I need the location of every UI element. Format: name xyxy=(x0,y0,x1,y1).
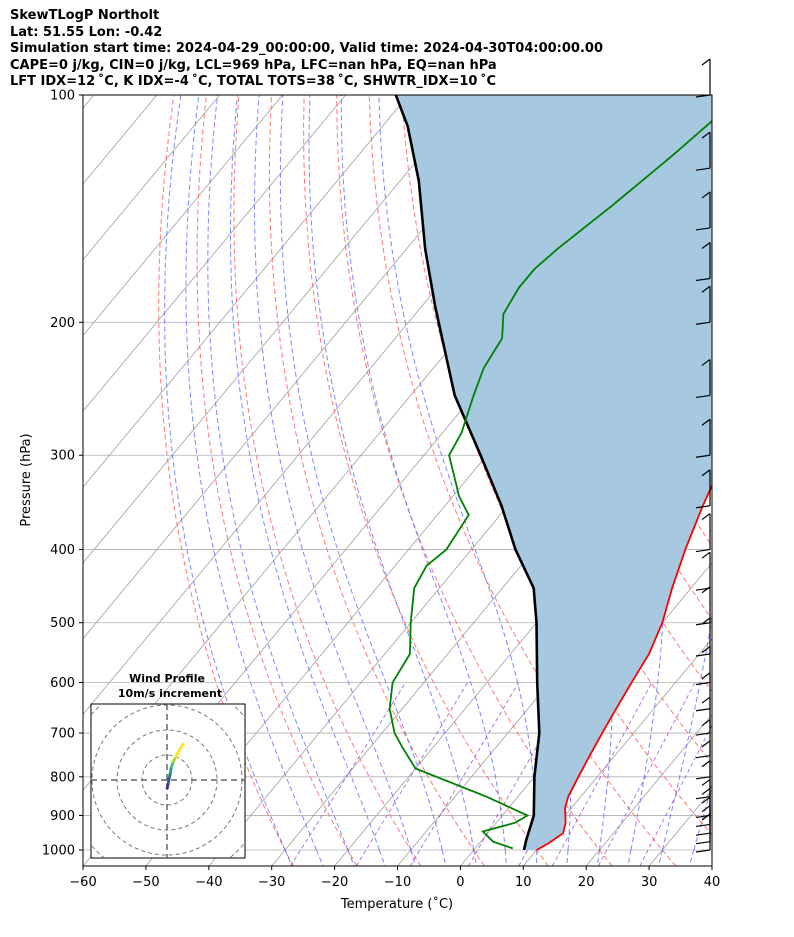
y-tick-label: 900 xyxy=(50,809,75,824)
hodograph-segment xyxy=(167,771,173,778)
hodograph-segment xyxy=(169,762,175,768)
mixing-ratio-line xyxy=(355,682,469,866)
y-tick-label: 200 xyxy=(50,316,75,331)
isotherm-line xyxy=(775,95,794,866)
moist-adiabat-line xyxy=(164,95,293,866)
dry-adiabat-line xyxy=(336,95,613,866)
wind-barb xyxy=(695,285,711,325)
parcel-path-line xyxy=(394,95,541,851)
simulation-time-text: Simulation start time: 2024-04-29_00:00:… xyxy=(10,41,603,56)
dry-adiabat-line xyxy=(368,95,677,866)
moist-adiabat-line xyxy=(378,95,538,866)
dry-adiabat-line xyxy=(158,95,294,866)
x-tick-label: −60 xyxy=(69,875,96,890)
hodograph-title: Wind Profile xyxy=(129,672,205,685)
hodograph-segment xyxy=(166,776,171,784)
x-tick-label: 20 xyxy=(578,875,595,890)
y-tick-label: 800 xyxy=(50,770,75,785)
x-tick-label: −40 xyxy=(195,875,222,890)
wind-barb xyxy=(695,418,711,458)
hodograph-segment xyxy=(180,742,186,748)
wind-barb xyxy=(695,358,711,399)
wind-barb xyxy=(695,242,711,282)
dewpoint-line xyxy=(388,119,712,850)
dry-adiabat-line xyxy=(760,95,794,866)
moist-adiabat-line xyxy=(308,95,477,866)
dry-adiabat-line xyxy=(233,95,422,866)
isotherm-line xyxy=(83,95,221,261)
cape-indices-text: CAPE=0 j/kg, CIN=0 j/kg, LCL=969 hPa, LF… xyxy=(10,57,497,73)
x-tick-label: −50 xyxy=(132,875,159,890)
hodograph-segment xyxy=(171,757,177,764)
temperature-line xyxy=(536,483,712,851)
hodograph-segment xyxy=(174,753,179,759)
dry-adiabat-line xyxy=(303,95,549,866)
y-tick-label: 300 xyxy=(50,449,75,464)
wind-barb xyxy=(695,696,711,736)
isotherm-line xyxy=(397,486,712,866)
wind-barb xyxy=(695,551,711,591)
hodograph-segment xyxy=(169,767,173,773)
wind-barb xyxy=(695,740,711,780)
y-axis-label: Pressure (hPa) xyxy=(19,433,34,526)
x-tick-label: −30 xyxy=(258,875,285,890)
isotherm-line xyxy=(83,95,283,337)
hodograph-segment xyxy=(175,749,181,755)
x-tick-label: 40 xyxy=(704,875,721,890)
wind-barb xyxy=(695,617,711,657)
moist-adiabat-line xyxy=(688,782,712,866)
cape-cin-shading xyxy=(395,95,712,850)
x-tick-label: 30 xyxy=(641,875,658,890)
x-tick-label: 10 xyxy=(515,875,532,890)
moist-adiabat-line xyxy=(253,95,416,866)
chart-title: SkewTLogP Northolt xyxy=(10,8,160,23)
location-text: Lat: 51.55 Lon: -0.42 xyxy=(10,24,163,40)
chart-title-block: SkewTLogP Northolt Lat: 51.55 Lon: -0.42… xyxy=(10,8,603,91)
isotherm-line xyxy=(83,95,95,109)
moist-adiabat-line xyxy=(720,95,794,866)
y-tick-label: 500 xyxy=(50,616,75,631)
isotherm-line xyxy=(585,713,712,866)
mixing-ratio-line xyxy=(639,723,712,866)
moist-adiabat-line xyxy=(185,95,324,866)
hodograph-subtitle: 10m/s increment xyxy=(118,687,222,700)
x-tick-label: 0 xyxy=(456,875,464,890)
x-tick-label: −10 xyxy=(384,875,411,890)
isotherm-line xyxy=(83,95,472,564)
wind-barb xyxy=(695,191,711,231)
moist-adiabat-line xyxy=(340,95,507,866)
y-tick-label: 600 xyxy=(50,676,75,691)
wind-barb xyxy=(695,513,711,553)
hodograph-segment xyxy=(177,746,183,752)
wind-barb xyxy=(695,469,711,509)
dry-adiabat-line xyxy=(268,95,485,866)
x-tick-label: −20 xyxy=(321,875,348,890)
moist-adiabat-line xyxy=(279,95,447,866)
y-tick-label: 700 xyxy=(50,727,75,742)
isotherm-line xyxy=(711,865,712,866)
wind-barb xyxy=(695,586,711,626)
dry-adiabat-line xyxy=(196,95,358,866)
mixing-ratio-line xyxy=(410,682,519,866)
isotherm-line xyxy=(83,95,346,412)
hodograph-segment xyxy=(165,782,170,790)
isotherm-line xyxy=(83,95,409,488)
y-tick-label: 1000 xyxy=(42,844,75,859)
x-axis-label: Temperature (˚C) xyxy=(340,896,453,912)
dry-adiabat-line xyxy=(727,95,794,866)
moist-adiabat-line xyxy=(207,95,355,866)
wind-barb xyxy=(695,131,711,171)
wind-barb xyxy=(695,58,711,98)
stability-indices-text: LFT IDX=12 ˚C, K IDX=-4 ˚C, TOTAL TOTS=3… xyxy=(10,74,497,89)
moist-adiabat-line xyxy=(230,95,386,866)
mixing-ratio-line xyxy=(290,682,406,866)
y-tick-label: 400 xyxy=(50,543,75,558)
y-tick-label: 100 xyxy=(50,89,75,104)
isotherm-line xyxy=(522,638,712,866)
